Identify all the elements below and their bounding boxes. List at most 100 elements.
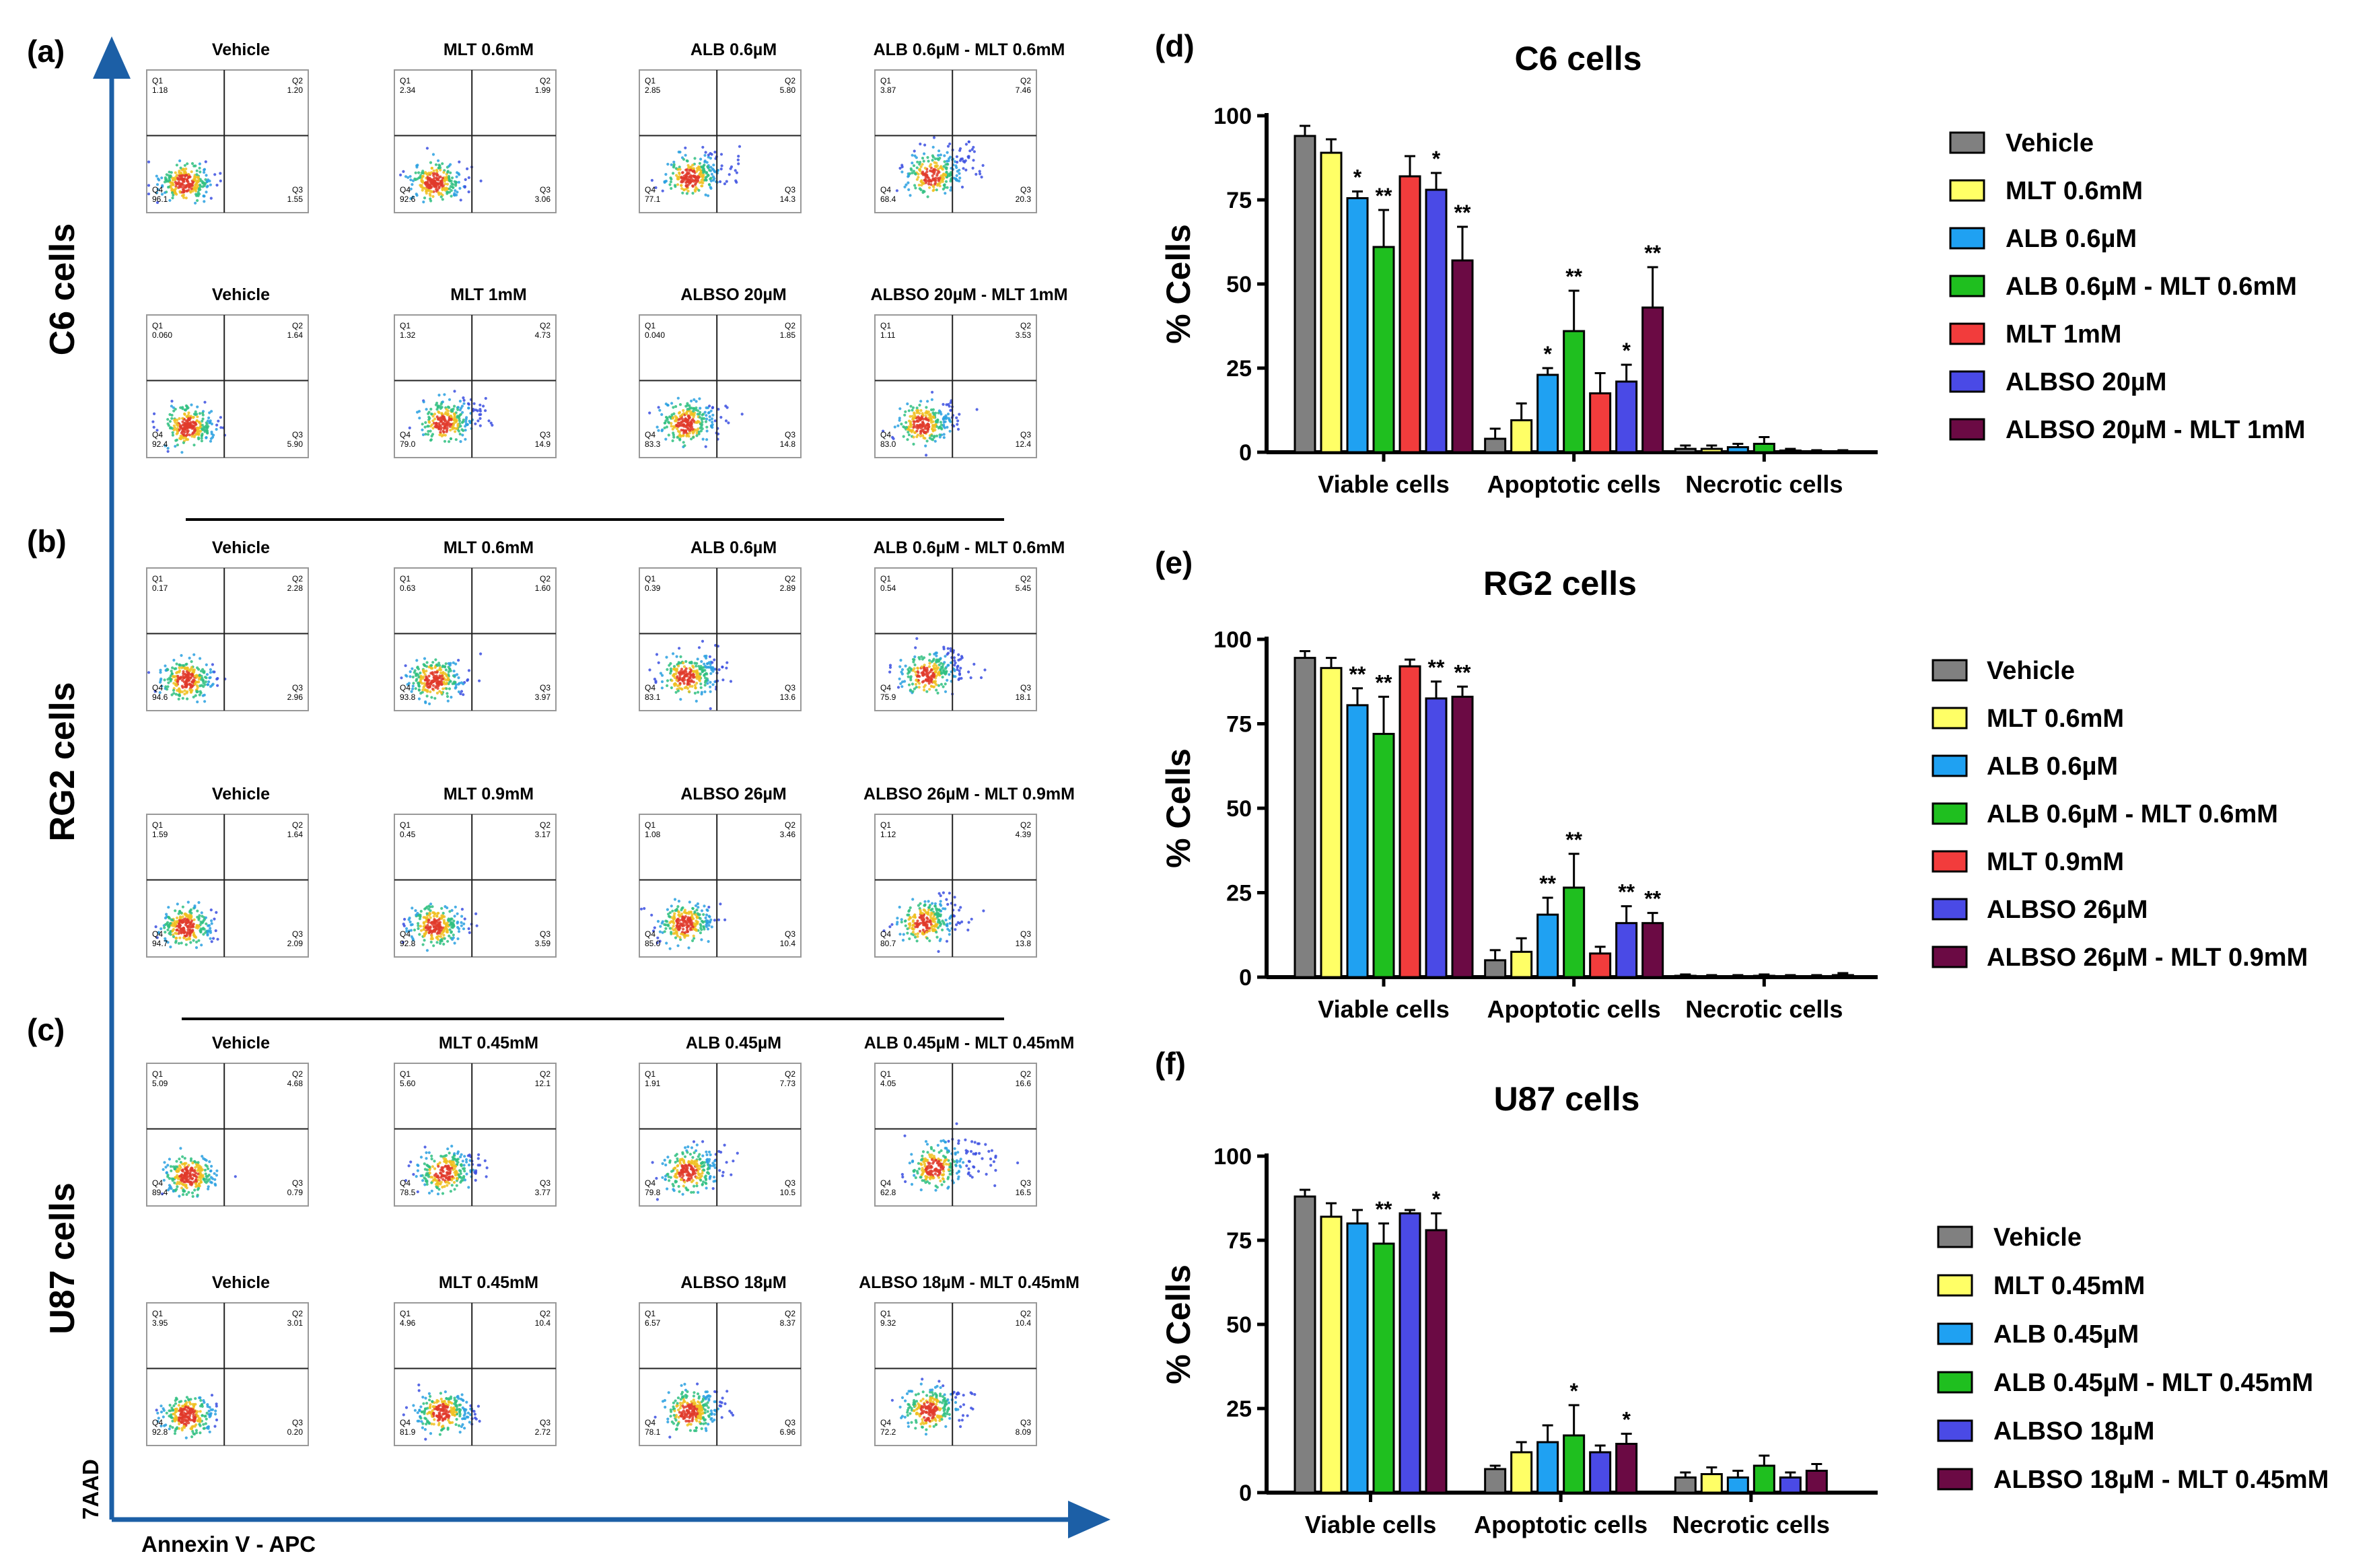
flow-plot-frame — [394, 814, 557, 958]
legend-swatch — [1932, 850, 1968, 873]
quadrant-name: Q3 — [292, 929, 303, 939]
x-category-label: Viable cells — [1318, 470, 1449, 498]
quadrant-percentage: 14.3 — [780, 194, 796, 204]
legend-label: Vehicle — [1987, 657, 2075, 685]
quadrant-name: Q3 — [540, 185, 551, 194]
x-category-label: Apoptotic cells — [1474, 1511, 1648, 1538]
bar — [1752, 1464, 1775, 1494]
quadrant-percentage: 16.5 — [1016, 1188, 1032, 1197]
quadrant-percentage: 0.39 — [645, 583, 661, 593]
quadrant-name: Q3 — [785, 185, 795, 194]
quadrant-name: Q1 — [880, 76, 891, 85]
quadrant-percentage: 0.040 — [645, 330, 665, 340]
quadrant-percentage: 75.9 — [880, 692, 896, 702]
y-tick-label: 0 — [1239, 1481, 1252, 1506]
bar — [1700, 974, 1723, 978]
flow-plot-title: MLT 1mM — [450, 285, 526, 304]
significance-marker: ** — [1376, 1197, 1392, 1221]
flow-plot-frame — [394, 567, 557, 711]
quadrant-percentage: 2.09 — [287, 939, 304, 948]
quadrant-percentage: 0.63 — [400, 583, 416, 593]
quadrant-name: Q3 — [785, 430, 795, 439]
legend-label: ALBSO 26µM - MLT 0.9mM — [1987, 943, 2308, 972]
bar — [1805, 1470, 1828, 1494]
event-density-cloud — [648, 396, 744, 449]
quadrant-name: Q2 — [785, 1069, 795, 1079]
bar — [1726, 446, 1749, 454]
quadrant-percentage: 12.4 — [1016, 439, 1032, 449]
quadrant-percentage: 14.8 — [780, 439, 796, 449]
quadrant-name: Q3 — [1020, 683, 1031, 692]
quadrant-name: Q3 — [292, 1178, 303, 1188]
bar — [1320, 151, 1343, 454]
quadrant-percentage: 7.46 — [1016, 85, 1032, 95]
quadrant-name: Q4 — [645, 929, 656, 939]
event-density-cloud — [154, 900, 219, 950]
quadrant-percentage: 79.0 — [400, 439, 416, 449]
quadrant-percentage: 2.72 — [535, 1427, 551, 1437]
quadrant-name: Q3 — [540, 683, 551, 692]
legend-swatch — [1949, 131, 1985, 154]
quadrant-name: Q1 — [152, 1069, 163, 1079]
quadrant-percentage: 2.85 — [645, 85, 661, 95]
quadrant-name: Q4 — [880, 683, 891, 692]
quadrant-percentage: 5.09 — [152, 1079, 168, 1088]
event-density-cloud — [404, 1145, 489, 1196]
flow-plot-title: Vehicle — [212, 1273, 270, 1292]
significance-marker: ** — [1349, 662, 1366, 686]
legend-swatch — [1949, 275, 1985, 297]
y-axis-title: % Cells — [1160, 1264, 1197, 1384]
quadrant-name: Q4 — [152, 1418, 163, 1427]
quadrant-name: Q1 — [152, 76, 163, 85]
flow-plot-title: ALBSO 18µM — [680, 1273, 786, 1292]
bar — [1451, 259, 1474, 454]
quadrant-name: Q3 — [540, 1418, 551, 1427]
bar — [1563, 886, 1586, 978]
legend-label: ALBSO 20µM - MLT 1mM — [2006, 416, 2306, 444]
flow-plot-frame — [146, 567, 309, 711]
quadrant-name: Q3 — [1020, 1418, 1031, 1427]
event-density-cloud — [399, 147, 483, 204]
significance-marker: * — [1543, 342, 1552, 366]
bar — [1346, 704, 1369, 978]
quadrant-name: Q2 — [785, 574, 795, 583]
quadrant-name: Q3 — [540, 430, 551, 439]
event-density-cloud — [147, 159, 222, 205]
flow-plot-frame — [874, 69, 1037, 213]
x-category-label: Apoptotic cells — [1487, 995, 1661, 1023]
bar — [1589, 952, 1612, 978]
flow-plot-title: Vehicle — [212, 285, 270, 304]
legend-swatch — [1932, 754, 1968, 777]
quadrant-name: Q4 — [400, 430, 411, 439]
quadrant-percentage: 1.99 — [535, 85, 551, 95]
significance-marker: ** — [1376, 670, 1392, 694]
bar — [1372, 733, 1395, 978]
quadrant-percentage: 83.3 — [645, 439, 661, 449]
quadrant-name: Q4 — [880, 929, 891, 939]
quadrant-name: Q1 — [880, 1069, 891, 1079]
quadrant-name: Q2 — [785, 76, 795, 85]
legend-label: MLT 0.6mM — [1987, 705, 2124, 733]
flow-plot-frame — [394, 1302, 557, 1446]
y-tick-label: 100 — [1213, 1144, 1252, 1170]
quadrant-percentage: 0.17 — [152, 583, 168, 593]
panel-label-e: (e) — [1155, 545, 1193, 580]
bar — [1589, 1451, 1612, 1494]
bar — [1831, 974, 1854, 978]
quadrant-name: Q4 — [152, 430, 163, 439]
bar — [1563, 330, 1586, 454]
panel-label-b: (b) — [27, 524, 67, 559]
x-category-label: Necrotic cells — [1672, 1511, 1830, 1538]
legend-swatch — [1937, 1274, 1973, 1297]
flow-plot-title: MLT 0.6mM — [444, 538, 534, 557]
flow-plot-frame — [146, 1302, 309, 1446]
flow-plot-frame — [639, 814, 802, 958]
flow-plot-frame — [639, 567, 802, 711]
quadrant-name: Q4 — [645, 1178, 656, 1188]
quadrant-percentage: 77.1 — [645, 194, 661, 204]
quadrant-percentage: 16.6 — [1016, 1079, 1032, 1088]
